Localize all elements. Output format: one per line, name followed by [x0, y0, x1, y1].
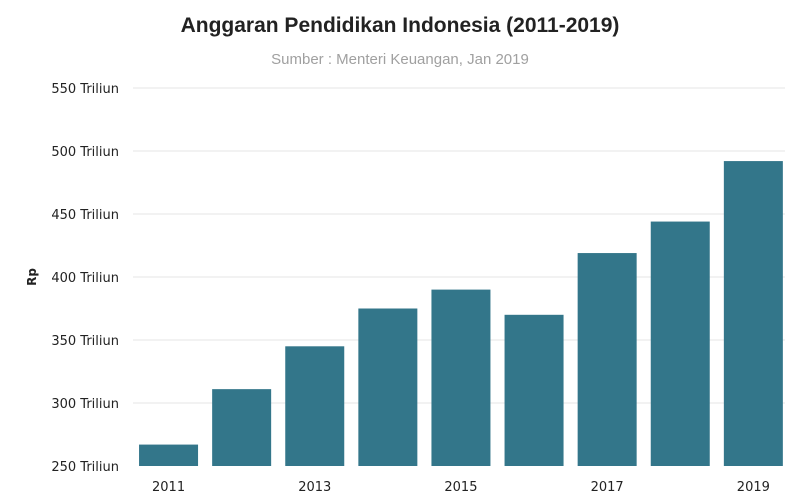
x-axis-ticks: 2011 2013 2015 2017 2019 — [152, 480, 770, 495]
x-tick-label: 2011 — [152, 480, 185, 495]
bar — [431, 289, 491, 466]
bar — [285, 346, 345, 466]
y-tick-label: 550 Triliun — [51, 82, 119, 97]
bar — [504, 314, 564, 466]
y-tick-label: 350 Triliun — [51, 334, 119, 349]
x-tick-label: 2013 — [298, 480, 331, 495]
chart-title: Anggaran Pendidikan Indonesia (2011-2019… — [180, 14, 620, 37]
bar — [139, 444, 199, 466]
y-tick-label: 500 Triliun — [51, 145, 119, 160]
x-tick-label: 2017 — [591, 480, 624, 495]
bar — [577, 253, 637, 466]
y-tick-label: 250 Triliun — [51, 460, 119, 475]
y-axis-title: Rp — [25, 268, 39, 286]
y-tick-label: 300 Triliun — [51, 397, 119, 412]
bar-layer — [139, 161, 783, 466]
bar — [723, 161, 783, 466]
bar — [650, 221, 710, 466]
y-tick-label: 400 Triliun — [51, 271, 119, 286]
x-tick-label: 2015 — [444, 480, 477, 495]
x-tick-label: 2019 — [737, 480, 770, 495]
y-axis-ticks: 250 Triliun 300 Triliun 350 Triliun 400 Tri… — [51, 82, 119, 475]
bar — [358, 308, 418, 466]
y-tick-label: 450 Triliun — [51, 208, 119, 223]
chart-subtitle: Sumber : Menteri Keuangan, Jan 2019 — [271, 51, 529, 68]
bar — [212, 389, 272, 466]
